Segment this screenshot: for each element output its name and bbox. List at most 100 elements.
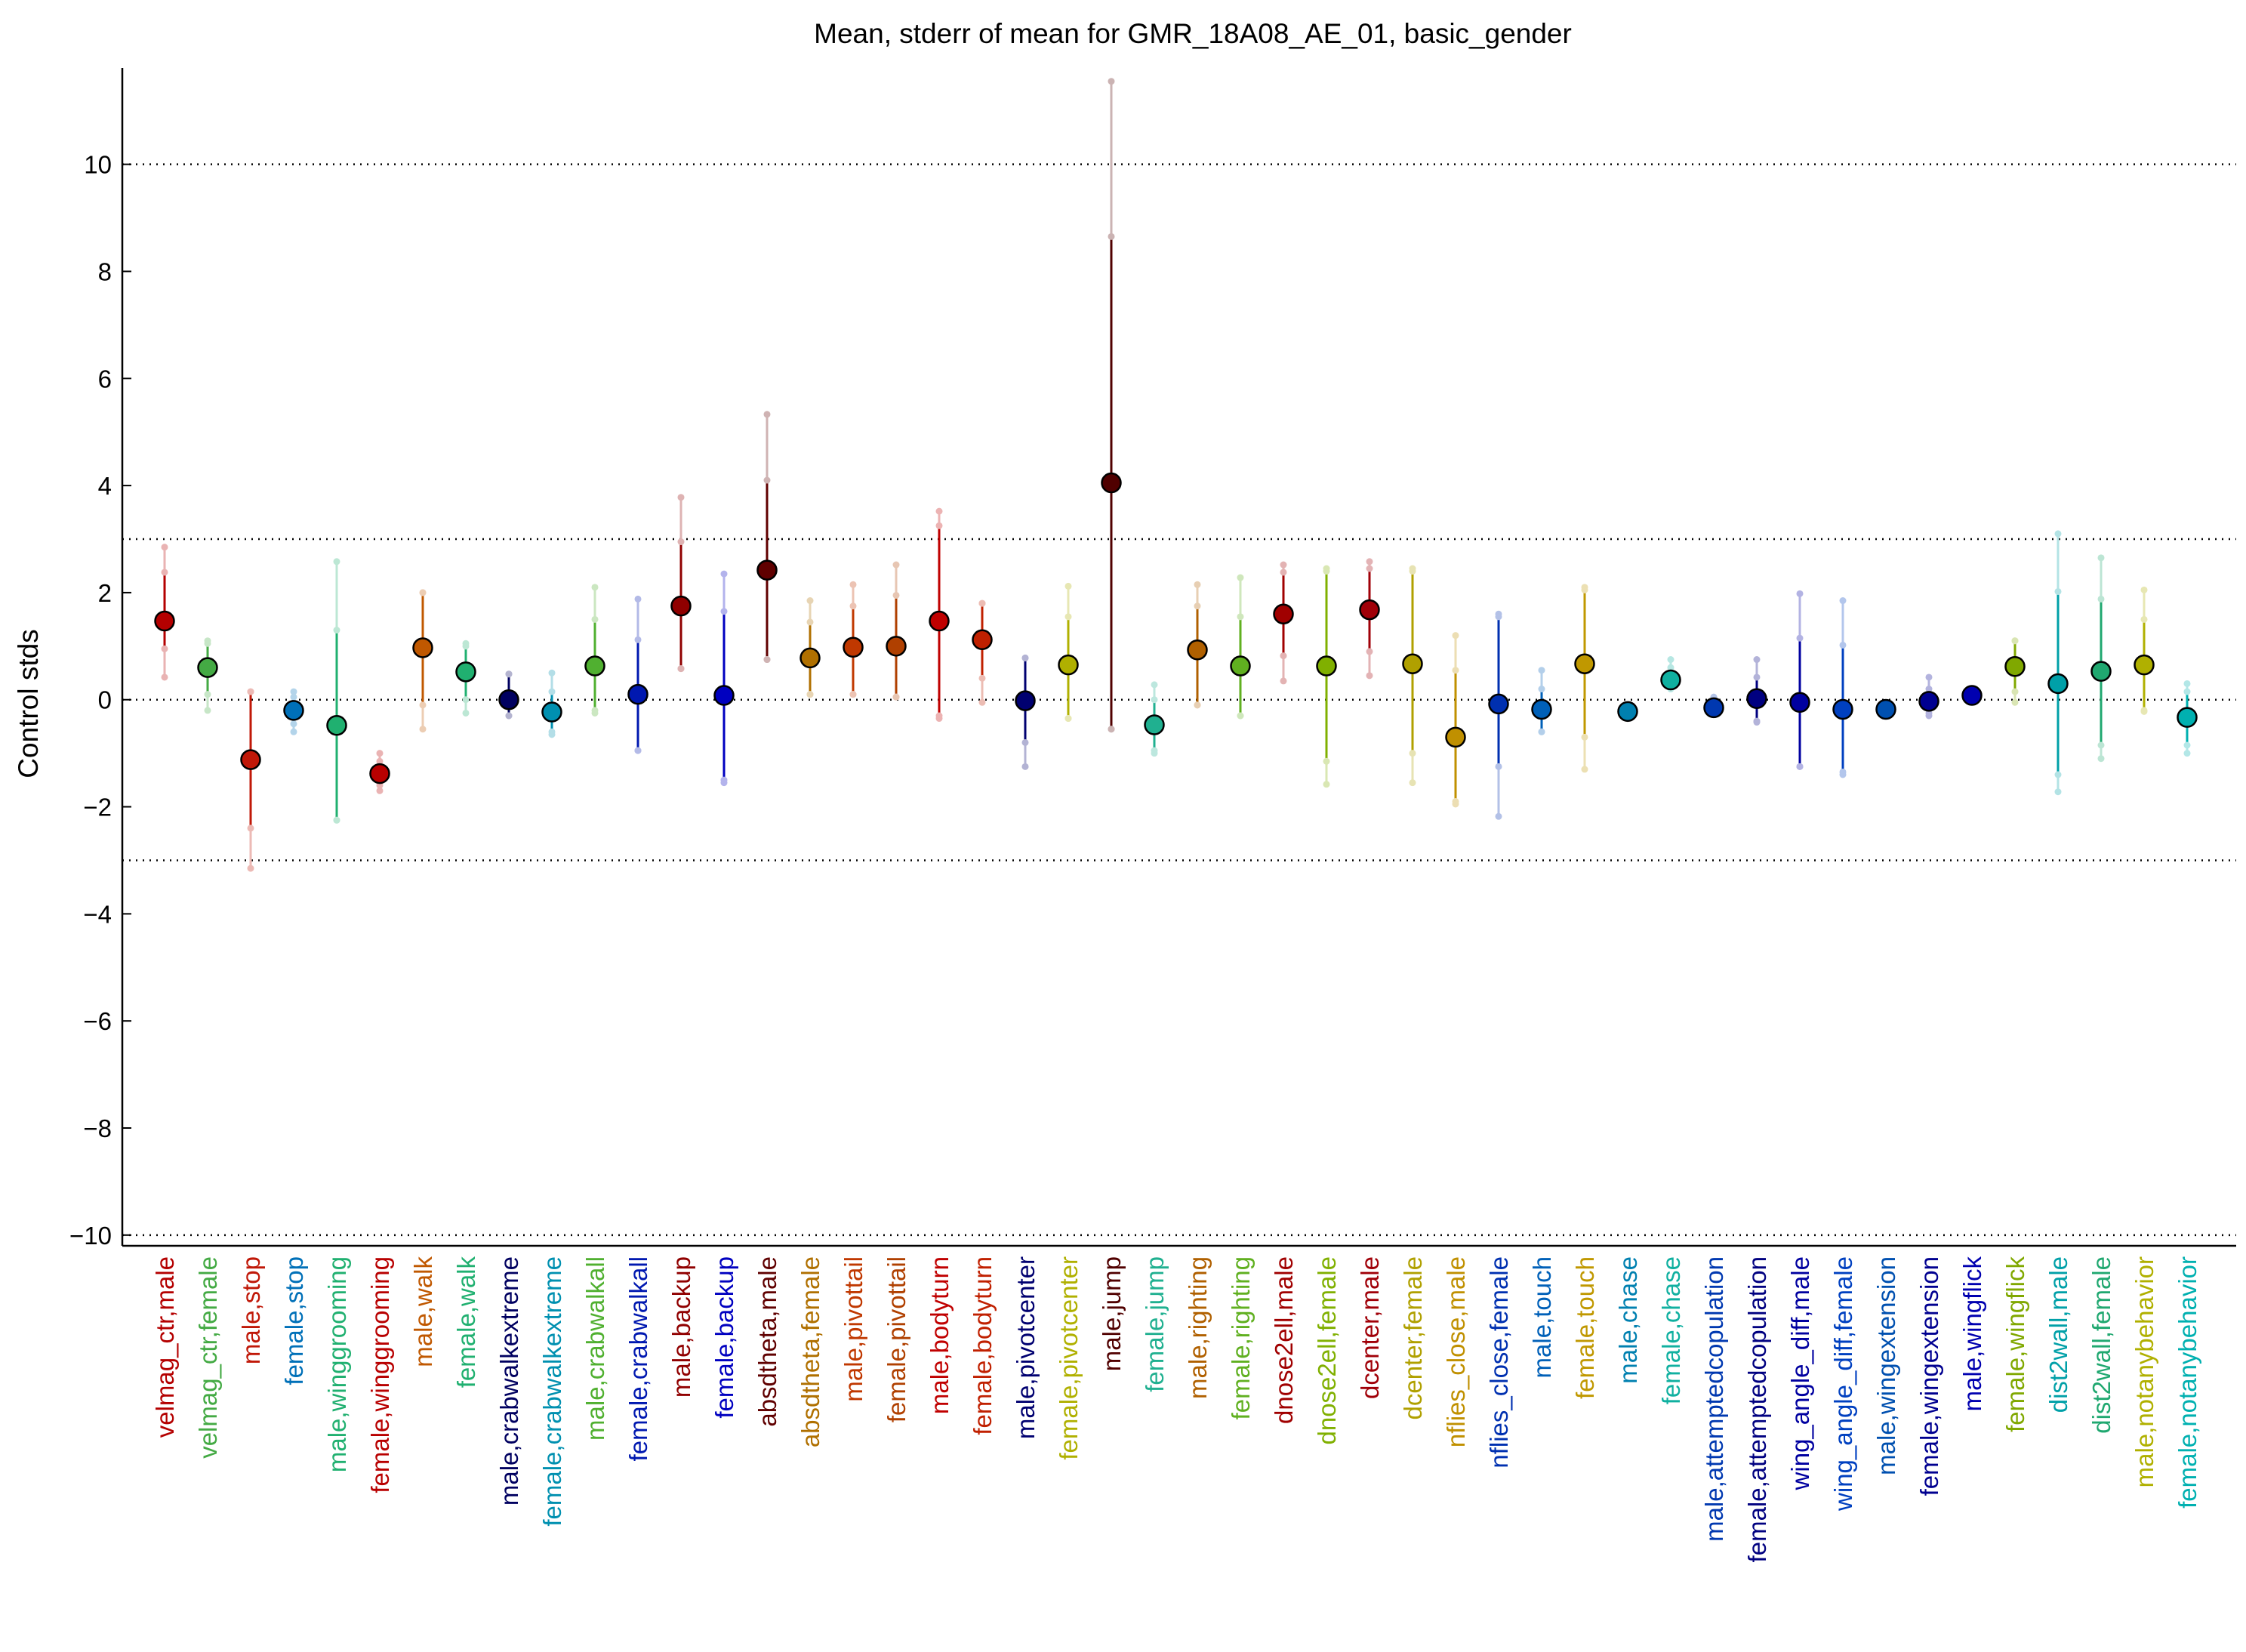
x-category-label: female,righting [1227,1256,1255,1419]
extent-dot [1796,590,1804,597]
extent-dot [419,701,427,709]
mean-marker [2090,661,2112,682]
extent-dot [1839,768,1847,775]
extent-dot [1237,712,1244,720]
extent-dot [2183,750,2191,757]
mean-marker [1961,685,1983,706]
x-category-label: female,pivotcenter [1055,1256,1083,1460]
y-ticks: 10 8 6 4 2 0 −2 −4 −6 −8 −10 [69,151,131,1250]
extent-dot [1280,561,1287,569]
extent-dot [1151,747,1158,754]
extent-dot [978,698,986,706]
x-category-label: wing_angle_diff,male [1786,1256,1814,1490]
extent-dot [1452,667,1459,674]
x-category-label: dist2wall,male [2044,1256,2072,1413]
extent-dot [376,787,384,794]
extent-dot [634,595,642,603]
extent-dot [591,707,599,714]
extent-dot [978,599,986,607]
mean-marker [197,657,218,678]
x-category-label: male,bodyturn [926,1256,954,1414]
extent-dot [204,707,211,714]
extent-dot [333,558,340,566]
extent-dot [2140,586,2148,593]
extent-dot [462,696,470,704]
extent-dot [247,824,254,832]
mean-marker [1703,697,1724,719]
extent-dot [1581,766,1588,773]
x-category-label: dcenter,male [1356,1256,1384,1399]
extent-dot [505,670,513,678]
extent-dot [1021,738,1029,746]
extent-dot [892,561,900,569]
x-category-label: velmag_ctr,male [151,1256,179,1438]
y-tick-label: −6 [83,1007,112,1035]
x-category-label: dnose2ell,female [1313,1256,1341,1445]
x-category-label: dist2wall,female [2087,1256,2115,1434]
x-category-label: female,jump [1141,1256,1169,1392]
extent-dot [1323,568,1330,575]
mean-marker [1789,692,1810,714]
extent-dot [677,665,685,673]
extent-dot [376,757,384,765]
y-tick-label: 8 [98,257,112,285]
extent-dot [1280,677,1287,685]
extent-dot [204,691,211,698]
extent-dot [1151,696,1158,704]
extent-dot [591,615,599,623]
extent-dot [419,589,427,596]
mean-marker [2047,673,2069,695]
extent-dot [806,597,814,605]
x-category-label: male,jump [1098,1256,1126,1371]
extent-dot [505,712,513,720]
mean-marker [1101,472,1122,494]
mean-marker [1058,654,1079,676]
mean-marker [283,700,304,721]
x-category-label: female,chase [1657,1256,1685,1404]
mean-marker [455,661,476,683]
extent-dot [1194,603,1201,610]
extent-dot [290,728,297,735]
extent-dot [161,645,168,652]
mean-marker [1746,688,1767,710]
x-category-label: velmag_ctr,female [194,1256,222,1459]
mean-marker [2134,654,2155,676]
mean-marker [326,715,347,736]
mean-marker [756,559,778,581]
x-category-label: absdtheta,female [796,1256,824,1447]
extent-dot [1667,656,1674,664]
extent-dot [634,747,642,754]
mean-marker [1488,693,1509,715]
extent-dot [1108,726,1115,733]
y-tick-label: −2 [83,794,112,821]
extent-dot [2097,741,2105,749]
extent-dot [849,581,857,588]
x-category-label: dnose2ell,male [1270,1256,1298,1424]
x-category-labels: velmag_ctr,male velmag_ctr,female male,sto… [151,1256,2201,1563]
mean-marker [1273,603,1294,625]
extent-dot [1280,652,1287,660]
extent-dot [161,544,168,551]
extent-dot [892,591,900,599]
extent-dot [849,603,857,610]
x-category-label: female,crabwalkextreme [538,1256,566,1527]
extent-dot [1151,681,1158,689]
mean-markers [154,472,2198,784]
extent-dot [1064,613,1072,621]
extent-dot [1538,728,1545,735]
extent-dot [892,693,900,701]
mean-marker [1402,653,1423,674]
extent-dot [376,750,384,757]
mean-marker [800,647,821,669]
mean-marker [713,685,735,706]
mean-marker [541,701,562,723]
mean-marker [154,610,175,632]
x-category-label: male,backup [667,1256,695,1398]
extent-dot [2097,755,2105,763]
extent-dot [763,411,771,418]
mean-marker [1574,653,1595,674]
extent-dots [161,78,2191,872]
y-tick-label: −10 [69,1222,112,1250]
extent-dot [1108,233,1115,240]
